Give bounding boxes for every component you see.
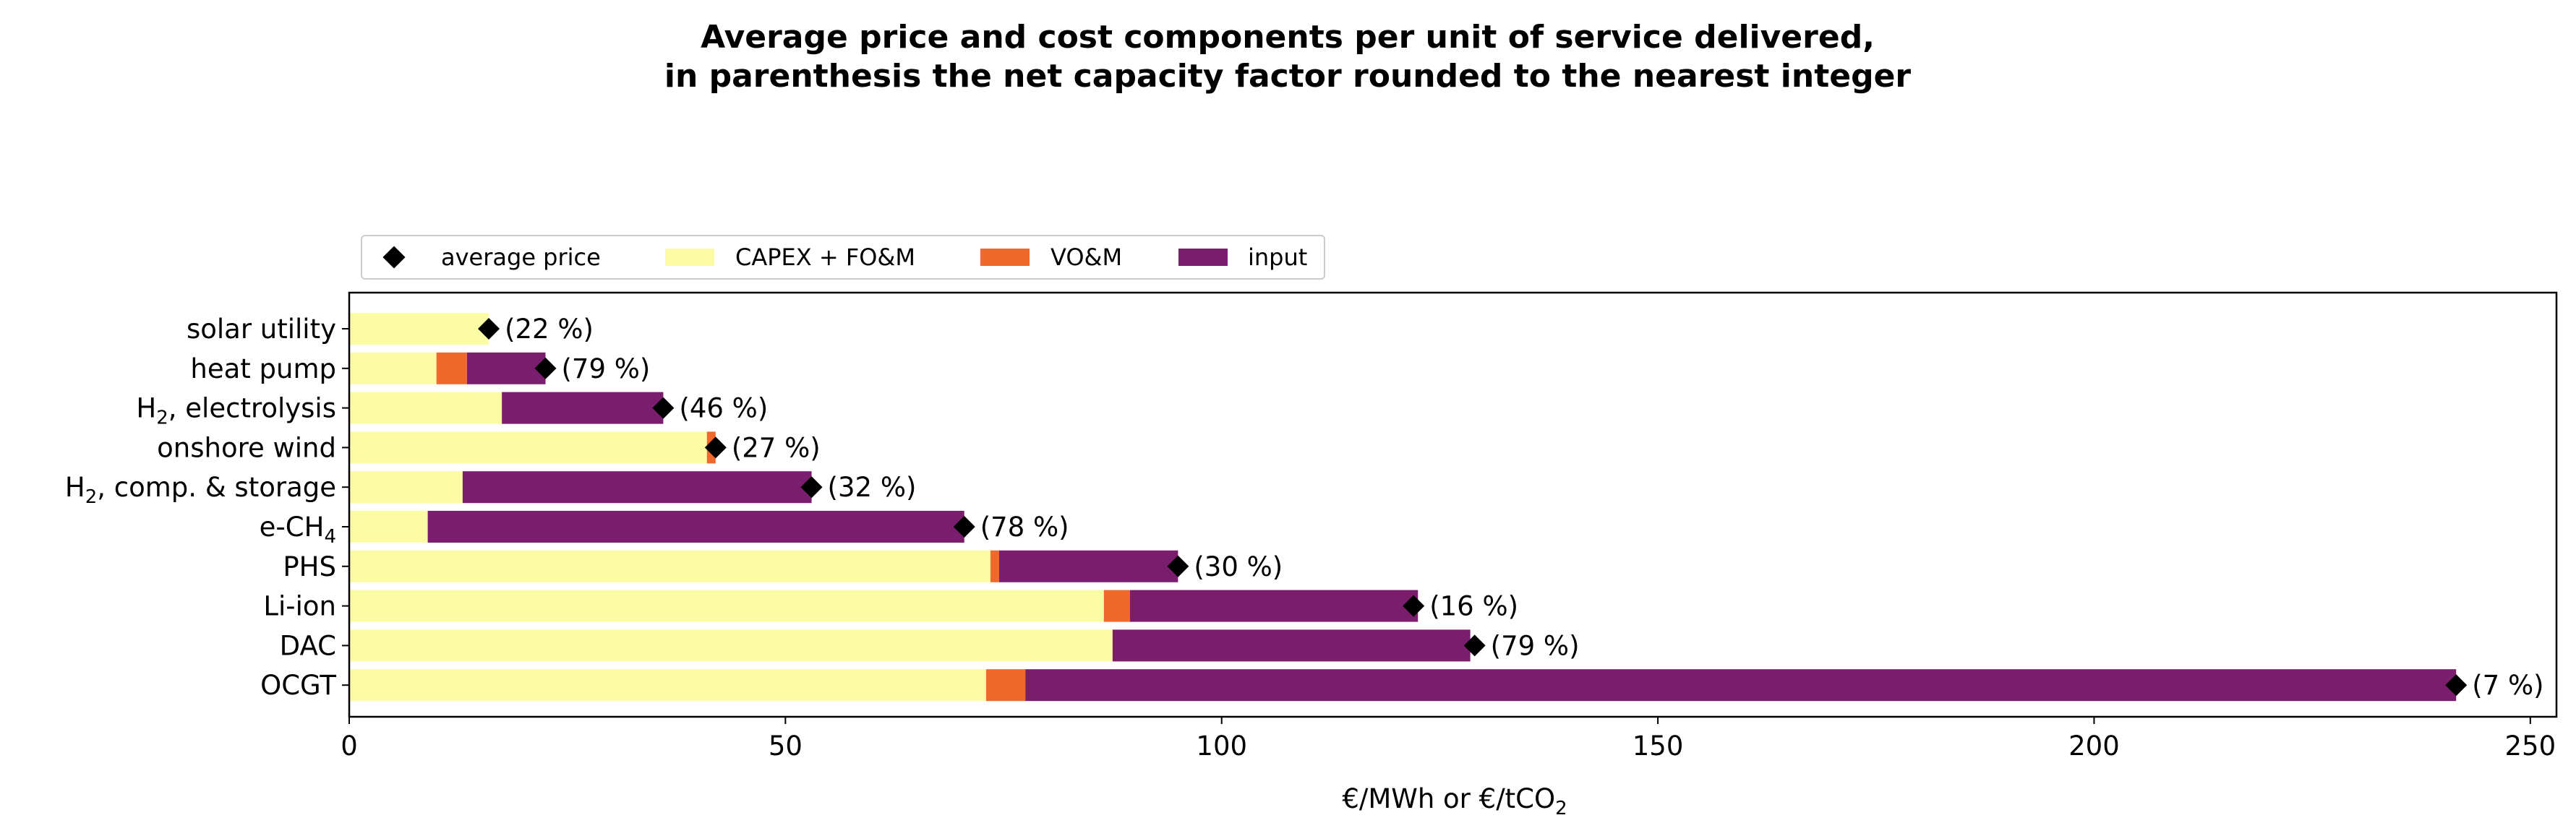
capacity-factor-labels: (22 %) (79 %) (46 %) (27 %)(32 %) (78 %) (30 … (505, 314, 2543, 701)
y-tick-label: heat pump (190, 353, 336, 384)
average-price-marker (478, 318, 500, 340)
y-tick-label: PHS (283, 551, 336, 582)
legend-label-average-price: average price (441, 244, 601, 271)
plot-frame (348, 291, 2558, 718)
bar-segment-vo-m (1103, 590, 1131, 622)
legend-frame (361, 235, 1325, 280)
x-tick-label: 100 (1196, 731, 1247, 762)
bar-segment-capex-fo-m (349, 431, 707, 464)
y-tick-label: Li-ion (263, 591, 336, 622)
y-tick-label-main: DAC (280, 630, 336, 661)
bar-segment-input (502, 392, 664, 424)
bar-segment-capex-fo-m (349, 392, 502, 424)
capacity-factor-label: (16 %) (1429, 591, 1518, 622)
y-tick-label-main: OCGT (260, 670, 336, 701)
bar-segment-input (1025, 669, 2457, 702)
bar-segment-capex-fo-m (349, 669, 986, 702)
legend-label-vom: VO&M (1050, 244, 1122, 271)
average-price-marker (1403, 595, 1425, 617)
y-tick-label-suffix: , electrolysis (168, 393, 336, 424)
capacity-factor-label: (22 %) (505, 314, 594, 345)
y-tick-label: onshore wind (157, 432, 336, 463)
capacity-factor-label: (27 %) (732, 432, 821, 463)
bar-segment-capex-fo-m (349, 313, 489, 345)
average-price-marker (953, 516, 975, 538)
y-tick-label: H2, electrolysis (136, 393, 336, 429)
x-axis-label-subscript: 2 (1555, 798, 1567, 819)
capacity-factor-label: (46 %) (679, 393, 768, 424)
bar-segment-input (466, 352, 546, 384)
bar-segment-capex-fo-m (349, 352, 437, 384)
bar-segment-capex-fo-m (349, 471, 463, 504)
x-tick-label: 0 (341, 731, 358, 762)
average-price-marker (534, 357, 557, 379)
bar-segment-input (1130, 590, 1418, 622)
y-tick-label-subscript: 2 (156, 408, 168, 429)
y-tick-label-main: onshore wind (157, 432, 336, 463)
legend-label-capex: CAPEX + FO&M (735, 244, 915, 271)
legend-swatch-vom (980, 249, 1030, 266)
y-tick-label-subscript: 4 (324, 526, 336, 548)
y-tick-label: DAC (280, 630, 336, 661)
x-tick-label: 150 (1633, 731, 1684, 762)
bar-segment-vo-m (436, 352, 467, 384)
legend-label-input: input (1248, 244, 1307, 271)
bar-segment-input (462, 471, 812, 504)
bar-segment-input (999, 550, 1178, 582)
y-tick-label-main: solar utility (187, 314, 336, 345)
y-tick-label-suffix: , comp. & storage (97, 472, 336, 503)
legend-swatch-capex (665, 249, 714, 266)
average-price-marker (2445, 674, 2468, 697)
average-price-markers (478, 318, 2468, 697)
bar-segment-input (1112, 629, 1471, 662)
average-price-marker (1463, 634, 1486, 657)
capacity-factor-label: (79 %) (562, 353, 651, 384)
y-tick-label: e-CH4 (260, 512, 336, 548)
capacity-factor-label: (30 %) (1194, 551, 1283, 582)
bar-segment-capex-fo-m (349, 550, 990, 582)
x-axis-label-main: €/MWh or €/tCO (1342, 783, 1555, 814)
average-price-marker (800, 476, 823, 499)
bar-segment-vo-m (985, 669, 1026, 702)
x-axis-label: €/MWh or €/tCO2 (1342, 783, 1567, 819)
y-tick-label-main: e-CH (260, 512, 325, 543)
y-tick-label-main: heat pump (190, 353, 336, 384)
average-price-marker (652, 397, 675, 419)
x-tick-label: 250 (2504, 731, 2556, 762)
capacity-factor-label: (78 %) (980, 512, 1069, 543)
x-tick-label: 200 (2068, 731, 2120, 762)
x-axis-ticks: 0 50 100 150 200 250 (341, 717, 2556, 762)
capacity-factor-label: (79 %) (1491, 630, 1580, 661)
chart-subtitle: in parenthesis the net capacity factor r… (664, 58, 1912, 95)
y-tick-label: H2, comp. & storage (65, 472, 336, 508)
y-tick-label: solar utility (187, 314, 336, 345)
y-tick-label-main: H (65, 472, 85, 503)
legend-swatch-input (1178, 249, 1228, 266)
bar-segment-input (427, 511, 964, 543)
legend-marker-average-price (382, 246, 406, 269)
bar-segment-capex-fo-m (349, 629, 1113, 662)
bar-segment-capex-fo-m (349, 511, 428, 543)
chart-title: Average price and cost components per un… (701, 19, 1875, 56)
average-price-marker (1167, 555, 1189, 577)
y-tick-label-main: Li-ion (263, 591, 336, 622)
average-price-marker (704, 436, 727, 459)
y-tick-label-main: H (136, 393, 156, 424)
bar-segment-capex-fo-m (349, 590, 1104, 622)
legend: average price CAPEX + FO&M VO&M input (361, 235, 1325, 280)
bars (349, 313, 2457, 702)
y-tick-label-subscript: 2 (85, 486, 98, 508)
y-tick-label-main: PHS (283, 551, 336, 582)
capacity-factor-label: (32 %) (828, 472, 917, 503)
capacity-factor-label: (7 %) (2472, 670, 2543, 701)
x-tick-label: 50 (769, 731, 803, 762)
y-tick-label: OCGT (260, 670, 336, 701)
bar-segment-vo-m (990, 550, 1000, 582)
